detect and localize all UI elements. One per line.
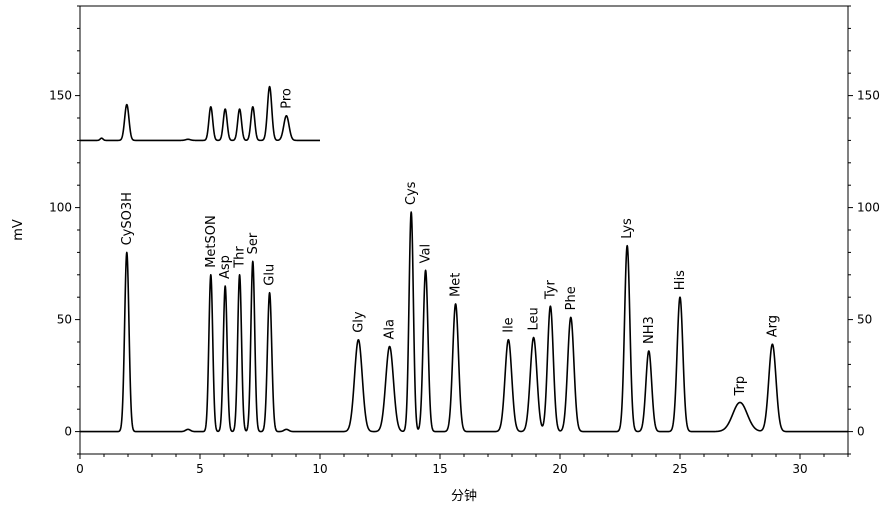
peak-label-Ala: Ala — [383, 319, 398, 339]
x-tick-label-0: 0 — [76, 462, 84, 476]
peak-label-Leu: Leu — [527, 307, 542, 330]
x-axis: 0 5 10 15 20 25 30 — [76, 454, 849, 476]
y-axis-title: mV — [11, 219, 26, 241]
peak-label-Cys: Cys — [404, 181, 419, 205]
peak-label-Val: Val — [419, 244, 434, 263]
peak-label-Met: Met — [449, 273, 464, 297]
y-tick-label-right-3: 150 — [857, 89, 880, 103]
peak-label-Tyr: Tyr — [543, 280, 558, 301]
peak-label-CySO3H: CySO3H — [120, 192, 135, 245]
x-tick-label-4: 20 — [552, 462, 567, 476]
peak-label-Glu: Glu — [263, 264, 278, 286]
x-axis-title: 分钟 — [451, 488, 477, 504]
peak-label-Ile: Ile — [501, 317, 516, 332]
trace-1 — [79, 85, 321, 142]
y-axis-left: 0 50 100 150 — [49, 5, 80, 455]
peak-label-His: His — [673, 270, 688, 290]
peak-label-NH3: NH3 — [642, 316, 657, 344]
peak-label-MetSON: MetSON — [204, 215, 219, 268]
peak-label-Gly: Gly — [351, 311, 366, 333]
y-axis-right: 0 50 100 150 — [848, 5, 880, 455]
y-tick-label-left-1: 50 — [57, 313, 72, 327]
peak-label-Lys: Lys — [620, 218, 635, 239]
x-tick-label-6: 30 — [792, 462, 807, 476]
x-tick-label-3: 15 — [432, 462, 447, 476]
x-tick-label-1: 5 — [196, 462, 204, 476]
peak-label-Pro: Pro — [279, 88, 294, 109]
trace-0 — [79, 211, 849, 433]
y-tick-label-left-2: 100 — [49, 201, 72, 215]
y-tick-label-left-3: 150 — [49, 89, 72, 103]
peak-label-Asp: Asp — [218, 255, 233, 279]
y-tick-label-right-0: 0 — [857, 425, 865, 439]
x-tick-label-2: 10 — [312, 462, 327, 476]
traces — [79, 85, 849, 433]
y-tick-label-right-2: 100 — [857, 201, 880, 215]
x-tick-label-5: 25 — [672, 462, 687, 476]
peak-label-Arg: Arg — [765, 315, 780, 337]
peak-label-Phe: Phe — [564, 286, 579, 310]
y-tick-label-left-0: 0 — [64, 425, 72, 439]
peak-label-Trp: Trp — [733, 376, 748, 397]
peak-label-Ser: Ser — [246, 232, 261, 254]
y-tick-label-right-1: 50 — [857, 313, 872, 327]
peak-label-Thr: Thr — [233, 246, 248, 269]
